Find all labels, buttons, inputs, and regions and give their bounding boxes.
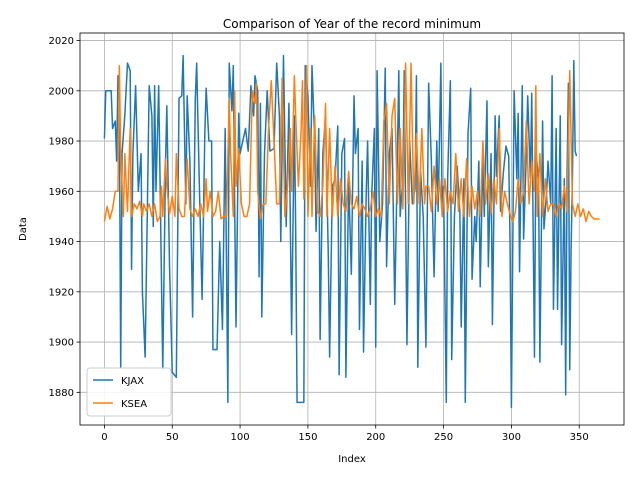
y-tick-label: 1980 [49,137,74,148]
y-tick-label: 1940 [49,237,74,248]
series-lines [103,54,600,409]
legend: KJAX KSEA [86,367,172,417]
y-tick-label: 1880 [49,388,74,399]
x-axis-ticks: 0 50 100 150 200 250 300 350 [101,425,589,443]
chart-title: Comparison of Year of the record minimum [223,17,481,31]
plot-frame [79,32,625,426]
x-tick-label: 300 [502,432,521,443]
x-tick-label: 50 [166,432,179,443]
y-tick-label: 2020 [49,36,74,47]
legend-label-kjax: KJAX [121,376,144,387]
y-tick-label: 1960 [49,187,74,198]
x-axis-label: Index [338,454,366,465]
x-tick-label: 0 [101,432,107,443]
series-line-kjax [103,54,578,409]
legend-label-ksea: KSEA [121,399,147,410]
y-axis-label: Data [18,217,29,241]
x-tick-label: 250 [434,432,453,443]
series-line-ksea [103,62,600,223]
y-tick-label: 2000 [49,86,74,97]
x-tick-label: 350 [570,432,589,443]
y-tick-label: 1920 [49,287,74,298]
y-axis-ticks: 1880 1900 1920 1940 1960 1980 2000 2020 [49,36,80,399]
x-tick-label: 200 [366,432,385,443]
x-tick-label: 150 [298,432,317,443]
y-tick-label: 1900 [49,338,74,349]
x-tick-label: 100 [231,432,250,443]
